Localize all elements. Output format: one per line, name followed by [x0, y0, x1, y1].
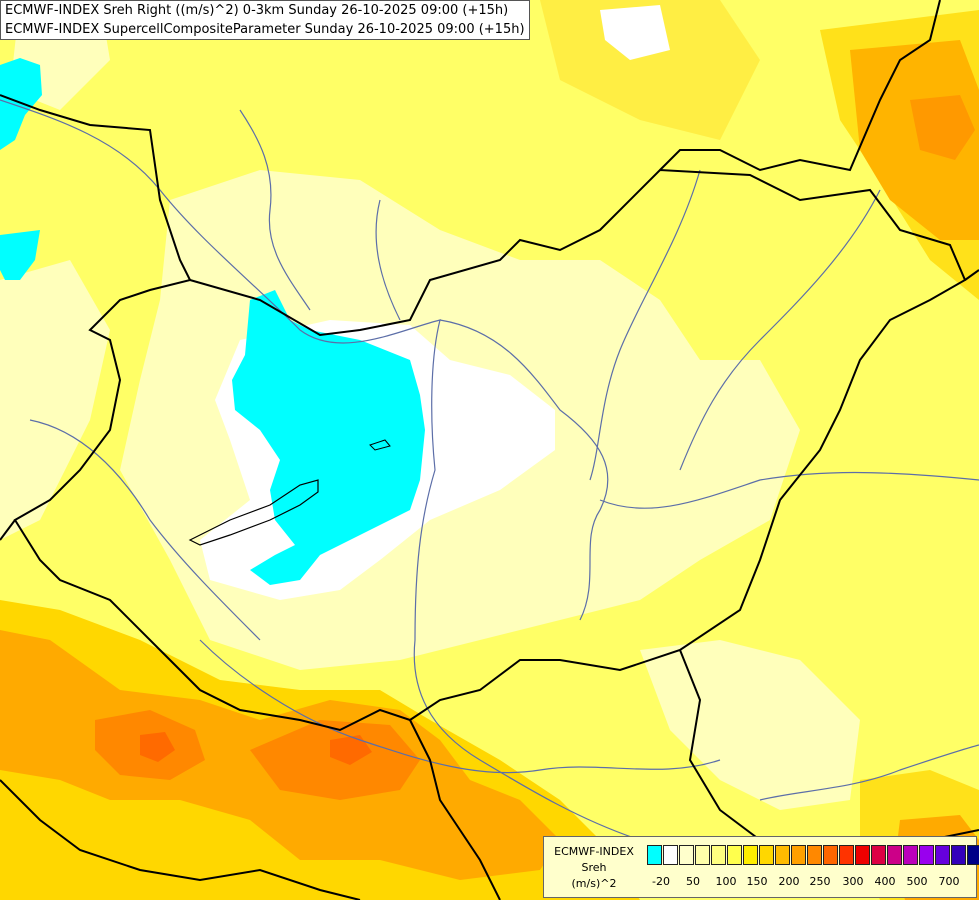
legend-swatches	[647, 845, 979, 865]
legend-tick-label: 500	[906, 875, 928, 888]
legend-swatch	[711, 845, 726, 865]
legend-tick-label: 150	[746, 875, 768, 888]
legend-swatch	[775, 845, 790, 865]
lake-small	[369, 439, 391, 451]
sreh-field-cyan-center	[232, 290, 425, 585]
legend-tick-label: 300	[842, 875, 864, 888]
sreh-field-gold-north	[540, 0, 760, 140]
sreh-field-pale-west	[0, 260, 110, 540]
legend-tick-label: -20	[652, 875, 670, 888]
legend-source: ECMWF-INDEX	[554, 845, 634, 858]
map-title-box: ECMWF-INDEX Sreh Right ((m/s)^2) 0-3km S…	[0, 0, 530, 40]
map-title-line-2: ECMWF-INDEX SupercellCompositeParameter …	[5, 22, 525, 37]
border-east	[964, 269, 979, 281]
color-legend: ECMWF-INDEX Sreh (m/s)^2 -20 50 100 150 200 2…	[543, 836, 979, 898]
legend-swatch	[823, 845, 838, 865]
legend-swatch	[695, 845, 710, 865]
border-north	[0, 94, 191, 281]
sreh-field-white-north	[600, 5, 670, 60]
legend-swatch	[727, 845, 742, 865]
legend-swatch	[791, 845, 806, 865]
sreh-field-cyan-west	[0, 230, 40, 280]
legend-swatch	[935, 845, 950, 865]
legend-tick-label: 50	[686, 875, 700, 888]
border-northeast	[659, 0, 941, 172]
sreh-field-redorange-south-b	[330, 735, 372, 765]
legend-swatch	[807, 845, 822, 865]
legend-swatch	[871, 845, 886, 865]
legend-swatch	[887, 845, 902, 865]
legend-swatch	[967, 845, 979, 865]
legend-swatch	[759, 845, 774, 865]
border-west	[0, 519, 16, 541]
lake-balaton	[188, 479, 319, 546]
sreh-field-darkorange-east	[910, 95, 975, 160]
sreh-field-pale-southeast	[640, 640, 860, 810]
legend-swatch	[951, 845, 966, 865]
legend-swatch	[855, 845, 870, 865]
border-south	[409, 719, 501, 900]
legend-tick-label: 200	[778, 875, 800, 888]
legend-swatch	[839, 845, 854, 865]
legend-swatch	[919, 845, 934, 865]
legend-unit: (m/s)^2	[571, 877, 617, 890]
legend-swatch	[743, 845, 758, 865]
sreh-field-darkorange-south-b	[250, 720, 420, 800]
sreh-field-orange-east	[850, 40, 979, 240]
border-southwest	[0, 779, 361, 900]
rivers	[0, 99, 979, 841]
legend-swatch	[663, 845, 678, 865]
map-title-line-1: ECMWF-INDEX Sreh Right ((m/s)^2) 0-3km S…	[5, 3, 509, 18]
sreh-field-cyan-northwest	[0, 58, 42, 150]
legend-tick-label: 700	[938, 875, 960, 888]
sreh-field-redorange-south-a	[140, 732, 175, 762]
legend-swatch	[647, 845, 662, 865]
legend-tick-label: 100	[715, 875, 737, 888]
legend-parameter: Sreh	[581, 861, 607, 874]
legend-tick-label: 250	[809, 875, 831, 888]
legend-swatch	[903, 845, 918, 865]
legend-tick-label: 400	[874, 875, 896, 888]
legend-swatch	[679, 845, 694, 865]
